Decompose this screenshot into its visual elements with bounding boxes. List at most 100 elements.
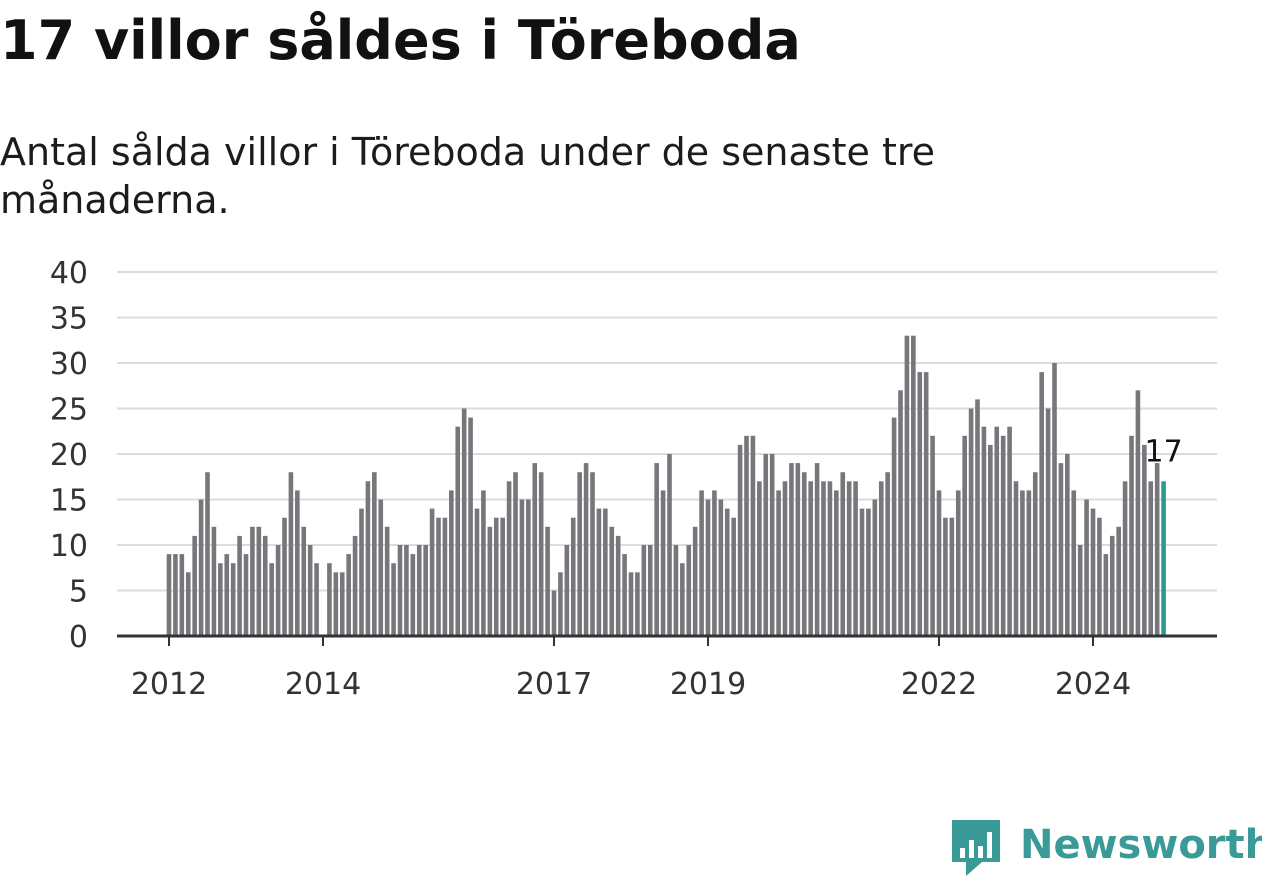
y-tick-label: 35 (50, 302, 88, 337)
bar (949, 517, 955, 636)
x-tick-label: 2024 (1055, 667, 1131, 702)
bar (359, 508, 364, 636)
bar (1097, 517, 1102, 636)
bar (558, 572, 563, 636)
bar (1032, 472, 1038, 636)
y-tick-label: 20 (50, 438, 88, 473)
bar (923, 372, 929, 636)
bar (782, 481, 788, 636)
y-tick-label: 0 (69, 620, 88, 655)
bar (808, 481, 813, 636)
bar (384, 526, 390, 636)
bar (410, 554, 416, 636)
bar (1071, 490, 1077, 636)
bar (1039, 372, 1044, 636)
bar (295, 490, 300, 636)
bar (776, 490, 781, 636)
bar (391, 563, 396, 636)
bar (301, 526, 307, 636)
bar (667, 454, 672, 636)
bar (866, 508, 871, 636)
bar (769, 454, 775, 636)
bar (1052, 363, 1057, 636)
bar (609, 526, 615, 636)
bar (692, 526, 698, 636)
bar (192, 535, 197, 636)
bar (346, 554, 351, 636)
bar (250, 526, 255, 636)
x-tick-label: 2017 (516, 667, 592, 702)
bar (840, 472, 846, 636)
bar (789, 463, 794, 636)
bar (718, 499, 724, 636)
bar (218, 563, 223, 636)
x-tick-label: 2012 (131, 667, 207, 702)
bar (750, 435, 756, 636)
bar (474, 508, 480, 636)
bar (724, 508, 730, 636)
newsworthy-logo: Newsworthy (950, 818, 1262, 878)
bar (179, 554, 185, 636)
bar (493, 517, 499, 636)
bar (917, 372, 923, 636)
bar (686, 545, 692, 636)
bar (1109, 535, 1115, 636)
bar (1154, 463, 1160, 636)
bar (224, 554, 230, 636)
bar (288, 472, 294, 636)
bar (1103, 554, 1109, 636)
newsworthy-logo-text: Newsworthy (1020, 822, 1262, 868)
bar (352, 535, 358, 636)
bar (981, 426, 987, 636)
bar (442, 517, 448, 636)
bar (731, 517, 736, 636)
bar (500, 517, 505, 636)
bar (994, 426, 1000, 636)
y-tick-label: 10 (50, 529, 88, 564)
x-tick-label: 2022 (901, 667, 977, 702)
bar (570, 517, 576, 636)
grid-lines (117, 271, 1217, 592)
bar (173, 554, 178, 636)
last-value-label: 17 (1144, 434, 1182, 469)
bar (583, 463, 589, 636)
bar (1122, 481, 1128, 636)
bar (1000, 435, 1006, 636)
newsworthy-logo-icon (952, 820, 1000, 876)
bar (968, 408, 974, 636)
bar (282, 517, 287, 636)
bar (1161, 481, 1166, 636)
x-tick-label: 2014 (285, 667, 361, 702)
bar (545, 526, 550, 636)
chart-title: 17 villor såldes i Töreboda (0, 9, 801, 72)
bar (1148, 481, 1154, 636)
bar (404, 545, 409, 636)
bar (737, 444, 743, 636)
bar (647, 545, 653, 636)
bar (481, 490, 486, 636)
bar (519, 499, 525, 636)
bar (532, 463, 538, 636)
bar (455, 426, 461, 636)
bar (1065, 454, 1070, 636)
y-tick-label: 25 (50, 393, 88, 428)
bar (506, 481, 512, 636)
bar (307, 545, 313, 636)
bar (641, 545, 647, 636)
bar (615, 535, 621, 636)
bar (314, 563, 319, 636)
bar (461, 408, 467, 636)
bar (1026, 490, 1032, 636)
bar (943, 517, 948, 636)
bar (930, 435, 935, 636)
bar (423, 545, 428, 636)
bar (699, 490, 704, 636)
bar (834, 490, 839, 636)
bar (551, 590, 557, 636)
bar (744, 435, 749, 636)
bar (846, 481, 852, 636)
bar (275, 545, 281, 636)
bar (577, 472, 582, 636)
bar (962, 435, 967, 636)
bar (327, 563, 332, 636)
